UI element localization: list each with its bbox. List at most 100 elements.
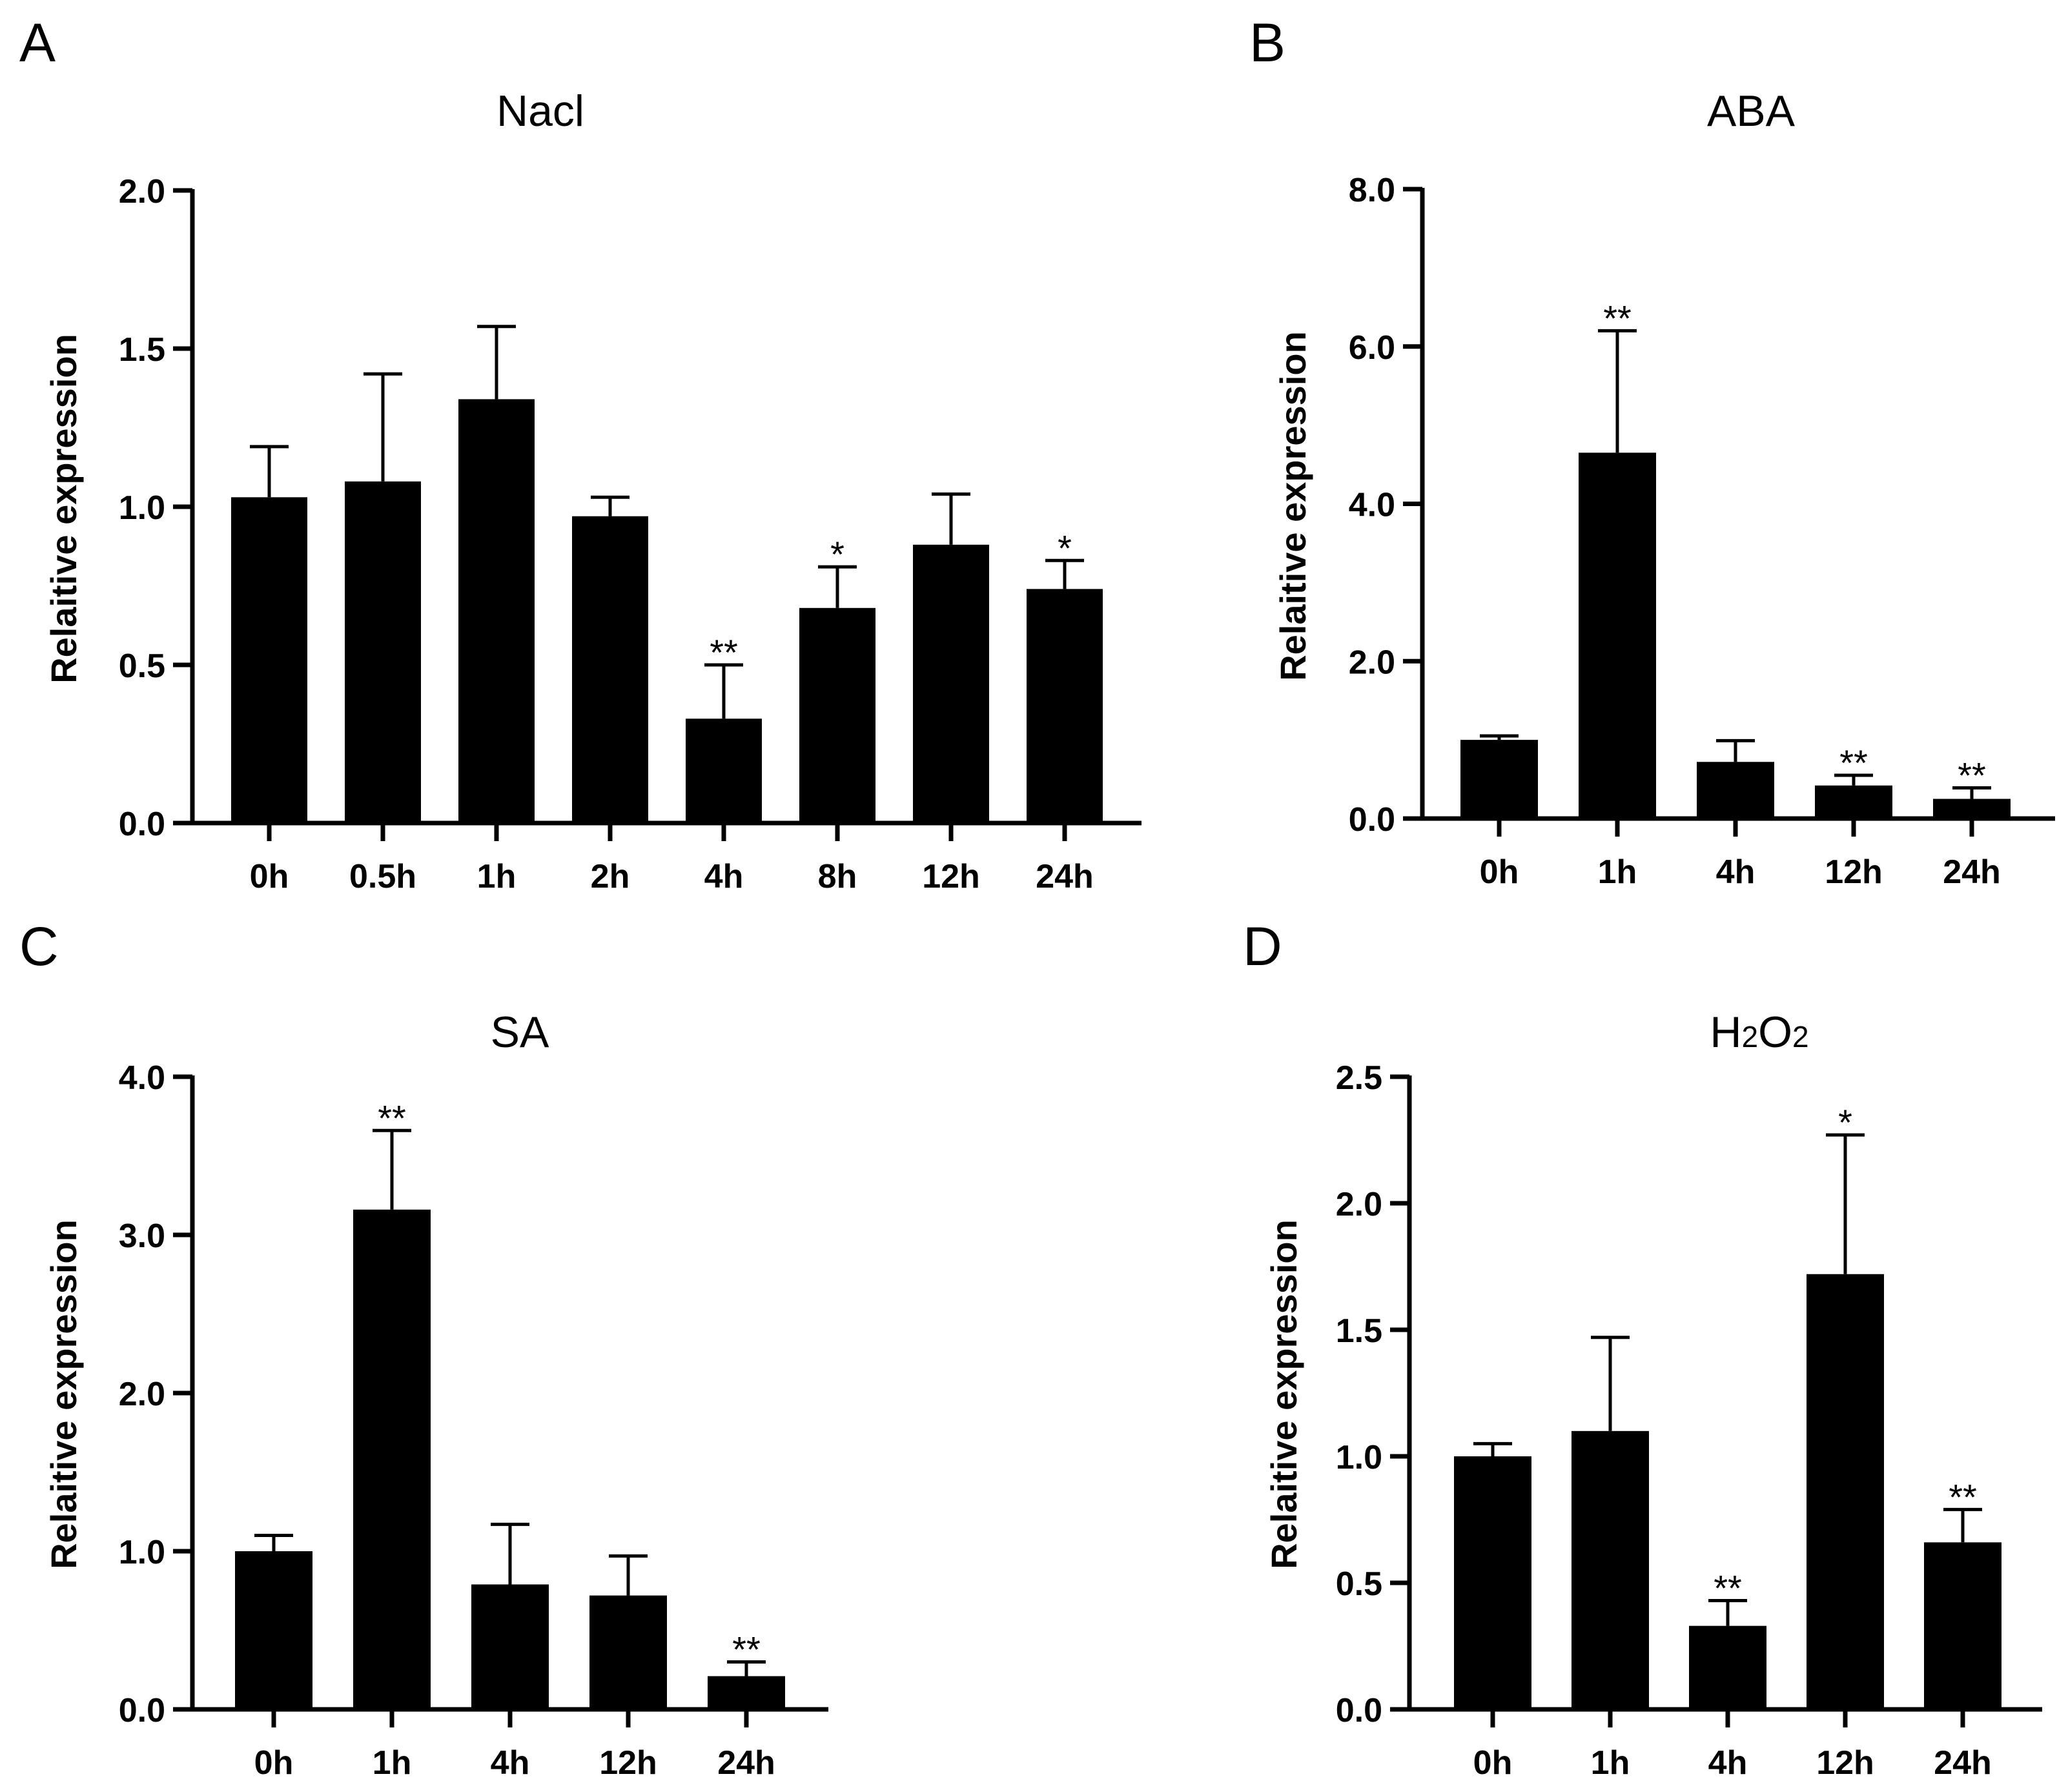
panel-label-c: C	[19, 916, 59, 977]
chart-title-h2o2: H2O2	[1710, 1008, 1808, 1057]
x-tick-label: 0h	[254, 1744, 294, 1782]
y-tick-label: 0.0	[119, 806, 165, 843]
bar	[231, 497, 307, 823]
panel-label-a: A	[19, 12, 56, 73]
bar	[471, 1584, 549, 1709]
bar	[1571, 1431, 1649, 1709]
significance-label: *	[830, 534, 845, 575]
x-tick-label: 2h	[591, 858, 630, 895]
bar	[1027, 589, 1103, 823]
chart-title-nacl: Nacl	[497, 87, 584, 136]
bar-series: 0.0 0.5 1.0 1.5 2.0 2.5 0h 1h 4h ** 12h * 24h **	[1336, 1059, 2042, 1782]
x-tick-label: 4h	[1716, 853, 1756, 891]
x-tick-label: 0.5h	[349, 858, 416, 895]
x-tick-label: 24h	[1036, 858, 1094, 895]
y-tick-label: 0.0	[119, 1692, 165, 1729]
x-tick-label: 1h	[477, 858, 517, 895]
significance-label: **	[378, 1097, 406, 1138]
significance-label: **	[1603, 298, 1632, 338]
bar	[1933, 799, 2011, 819]
bar	[1807, 1274, 1884, 1709]
panel-c: C SA Relaitive expression 0.0 1.0 2.0 3.0 4.…	[19, 916, 828, 1782]
title-subscript-2b: 2	[1792, 1020, 1809, 1054]
significance-label: *	[1838, 1102, 1852, 1143]
y-axis-label: Relaitive expression	[43, 334, 84, 684]
x-tick-label: 12h	[599, 1744, 657, 1782]
bar	[458, 399, 535, 823]
y-tick-label: 2.0	[119, 1376, 165, 1413]
y-tick-label: 2.0	[119, 173, 165, 210]
bar	[913, 544, 989, 823]
x-tick-label: 24h	[1934, 1744, 1992, 1782]
y-tick-label: 1.0	[1336, 1439, 1382, 1476]
x-tick-label: 12h	[1825, 853, 1883, 891]
y-tick-label: 0.5	[1336, 1565, 1382, 1603]
significance-label: **	[732, 1629, 761, 1670]
bar	[1697, 762, 1774, 819]
x-tick-label: 24h	[1943, 853, 2001, 891]
significance-label: *	[1058, 527, 1072, 568]
y-tick-label: 1.0	[119, 1534, 165, 1571]
x-tick-label: 0h	[250, 858, 289, 895]
title-subscript-2: 2	[1742, 1020, 1759, 1054]
bar	[345, 481, 421, 823]
bar	[1924, 1542, 2001, 1709]
x-tick-label: 4h	[1708, 1744, 1748, 1782]
title-h: H	[1710, 1008, 1741, 1057]
bar	[799, 607, 875, 823]
x-tick-label: 4h	[704, 858, 744, 895]
y-tick-label: 2.0	[1349, 644, 1395, 681]
y-tick-label: 1.5	[1336, 1312, 1382, 1350]
significance-label: **	[710, 632, 738, 673]
panel-label-d: D	[1243, 916, 1282, 977]
bar	[708, 1676, 785, 1709]
y-tick-label: 4.0	[119, 1059, 165, 1097]
y-axis-label: Relaitive expression	[43, 1219, 84, 1569]
bar	[1579, 453, 1656, 819]
x-tick-label: 1h	[1591, 1744, 1630, 1782]
panel-b: B ABA Relaitive expression 0.0 2.0 4.0 6.0 8…	[1249, 12, 2055, 891]
bar	[1460, 740, 1538, 819]
panel-d: D H2O2 Relaitive expression 0.00.51.01.5…	[1243, 916, 2042, 1782]
panel-a: A Nacl Relaitive expression 0.0 0.5 1.0 1.5…	[19, 12, 1141, 895]
y-axis-label: Relaitive expression	[1264, 1219, 1304, 1569]
bar-series: 0.0 1.0 2.0 3.0 4.0 0h 1h ** 4h 12h 24h **	[119, 1059, 828, 1782]
x-tick-label: 1h	[1598, 853, 1637, 891]
significance-label: **	[1958, 755, 1986, 795]
y-tick-label: 1.5	[119, 331, 165, 369]
chart-title-aba: ABA	[1707, 87, 1796, 136]
bar	[686, 718, 762, 823]
y-tick-label: 3.0	[119, 1217, 165, 1255]
y-tick-label: 0.0	[1349, 801, 1395, 839]
y-tick-label: 8.0	[1349, 172, 1395, 209]
x-tick-label: 8h	[818, 858, 857, 895]
chart-title-sa: SA	[491, 1008, 549, 1057]
bar	[589, 1595, 667, 1709]
x-tick-label: 0h	[1480, 853, 1519, 891]
bar-series: 0.0 2.0 4.0 6.0 8.0 0h 1h ** 4h 12h ** 24h **	[1349, 172, 2055, 891]
x-tick-label: 12h	[1816, 1744, 1874, 1782]
x-tick-label: 0h	[1473, 1744, 1513, 1782]
y-tick-label: 1.0	[119, 489, 165, 527]
y-tick-label: 2.0	[1336, 1186, 1382, 1223]
bar	[572, 516, 648, 823]
bar	[353, 1209, 431, 1709]
title-o: O	[1758, 1008, 1792, 1057]
x-tick-label: 12h	[922, 858, 980, 895]
y-tick-label: 2.5	[1336, 1059, 1382, 1097]
y-tick-label: 4.0	[1349, 487, 1395, 524]
y-tick-label: 6.0	[1349, 329, 1395, 367]
bar	[235, 1551, 312, 1709]
bar-series: 0.0 0.5 1.0 1.5 2.0 0h 0.5h 1h 2h 4h ** 8h * 12h 24h *	[119, 173, 1141, 895]
bar	[1454, 1456, 1531, 1709]
bar	[1815, 785, 1892, 819]
y-axis-label: Relaitive expression	[1273, 331, 1313, 681]
x-tick-label: 1h	[373, 1744, 412, 1782]
significance-label: **	[1839, 742, 1868, 783]
y-tick-label: 0.0	[1336, 1692, 1382, 1729]
significance-label: **	[1949, 1476, 1977, 1517]
x-tick-label: 24h	[717, 1744, 775, 1782]
significance-label: **	[1714, 1567, 1742, 1608]
panel-label-b: B	[1249, 12, 1285, 73]
